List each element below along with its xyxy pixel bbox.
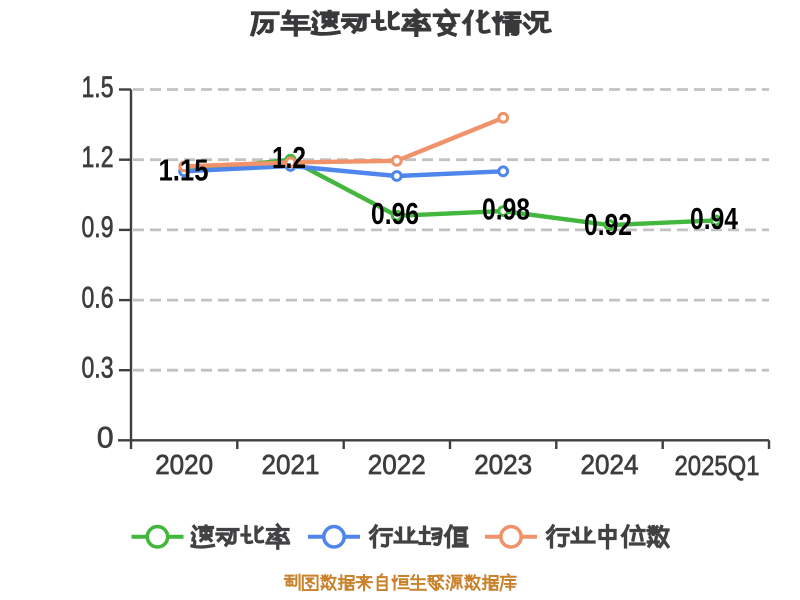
svg-text:1.2: 1.2 — [272, 141, 306, 175]
svg-text:0.6: 0.6 — [82, 281, 114, 314]
svg-text:2020: 2020 — [155, 449, 213, 480]
svg-text:2021: 2021 — [262, 449, 320, 480]
svg-text:0.94: 0.94 — [690, 202, 738, 236]
svg-text:0.9: 0.9 — [82, 211, 114, 244]
svg-text:0.96: 0.96 — [371, 197, 419, 231]
svg-text:0: 0 — [97, 422, 114, 455]
svg-text:2025Q1: 2025Q1 — [675, 450, 760, 481]
svg-text:0.92: 0.92 — [584, 208, 632, 242]
svg-text:2022: 2022 — [368, 449, 426, 480]
svg-text:0.3: 0.3 — [82, 352, 114, 385]
svg-text:0.98: 0.98 — [482, 193, 530, 227]
svg-text:2024: 2024 — [581, 449, 639, 480]
svg-text:1.15: 1.15 — [159, 153, 209, 187]
svg-text:1.2: 1.2 — [82, 141, 114, 174]
svg-text:1.5: 1.5 — [82, 71, 114, 104]
svg-text:2023: 2023 — [474, 449, 532, 480]
